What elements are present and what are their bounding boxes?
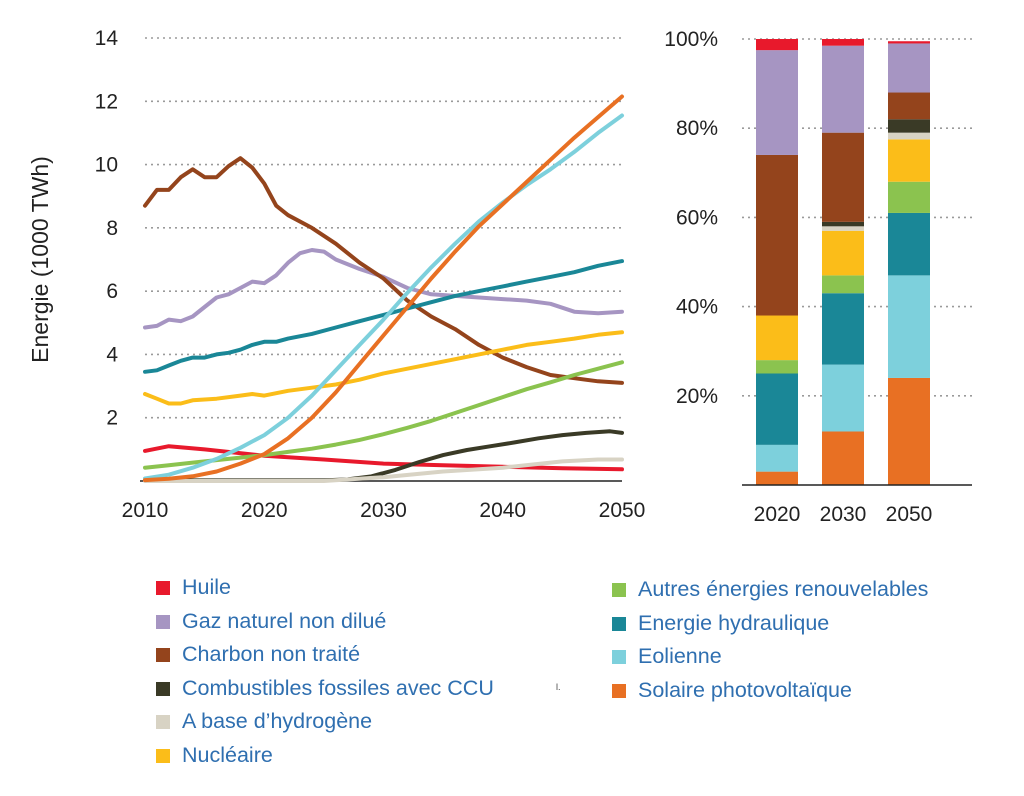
line-series-gaz-naturel-non-dilue xyxy=(143,248,624,330)
bar-segment-2050-charbon-non-traite xyxy=(888,92,930,120)
legend-item-charbon-non-traite: Charbon non traité xyxy=(156,639,360,669)
line-series-autres-energies-renouvelables xyxy=(143,360,624,470)
legend-label: Nucléaire xyxy=(182,742,273,767)
y-tick-label: 4 xyxy=(106,343,118,366)
bar-segment-2050-energie-hydraulique xyxy=(888,212,930,276)
legend-label: Solaire photovoltaïque xyxy=(638,677,852,702)
y-tick-label: 8 xyxy=(106,217,118,240)
legend-label: Charbon non traité xyxy=(182,642,361,666)
y-tick-label: 10 xyxy=(95,154,118,177)
y-tick-label: 60% xyxy=(676,206,718,229)
bar-segment-2020-nucleaire xyxy=(756,315,798,361)
bar-segment-2030-huile xyxy=(822,39,864,46)
x-tick-label: 2020 xyxy=(241,499,288,522)
legend-note: l. xyxy=(556,682,561,692)
legend-item-huile: Huile xyxy=(156,572,231,602)
legend-label: Energie hydraulique xyxy=(638,610,830,635)
bar-segment-2030-eolienne xyxy=(822,364,864,432)
x-tick-label: 2050 xyxy=(599,499,646,522)
bar-segment-2050-combustibles-fossiles-avec-ccu xyxy=(888,119,930,133)
x-tick-label: 2010 xyxy=(122,499,169,522)
legend-label: Huile xyxy=(182,575,231,599)
bar-segment-2050-eolienne xyxy=(888,275,930,378)
legend-swatch xyxy=(156,748,170,763)
line-series-huile xyxy=(143,444,624,472)
bar-segment-2030-solaire-photovoltaique xyxy=(822,431,864,485)
x-tick-label: 2050 xyxy=(886,503,933,526)
line-series-solaire-photovoltaique xyxy=(143,94,624,483)
y-tick-label: 2 xyxy=(106,407,118,430)
legend-swatch xyxy=(156,715,170,729)
legend-swatch xyxy=(612,683,626,698)
legend-item-a-base-d-hydrogene: A base d’hydrogène xyxy=(156,706,372,736)
x-tick-label: 2030 xyxy=(820,503,867,526)
y-tick-label: 14 xyxy=(95,27,119,50)
bar-segment-2030-autres-energies-renouvelables xyxy=(822,275,864,294)
legend-item-combustibles-fossiles-avec-ccu: Combustibles fossiles avec CCU xyxy=(156,673,494,703)
legend-swatch xyxy=(612,650,626,664)
y-tick-label: 20% xyxy=(676,385,718,408)
legend-item-gaz-naturel-non-dilue: Gaz naturel non dilué xyxy=(156,606,386,636)
bar-segment-2020-energie-hydraulique xyxy=(756,373,798,445)
line-series-eolienne xyxy=(143,113,624,481)
legend-item-autres-energies-renouvelables: Autres énergies renouvelables xyxy=(612,574,928,604)
line-series-nucleaire xyxy=(143,330,624,406)
legend-item-energie-hydraulique: Energie hydraulique xyxy=(612,608,829,638)
legend-swatch xyxy=(612,616,626,631)
legend-item-nucleaire: Nucléaire xyxy=(156,740,273,770)
bar-segment-2030-nucleaire xyxy=(822,230,864,276)
bar-segment-2050-gaz-naturel-non-dilue xyxy=(888,43,930,93)
y-tick-label: 40% xyxy=(676,296,718,319)
bar-segment-2030-combustibles-fossiles-avec-ccu xyxy=(822,221,864,227)
legend-swatch xyxy=(612,583,626,597)
bar-segment-2020-solaire-photovoltaique xyxy=(756,471,798,485)
line-chart: 2 4 6 8 10 12 14 2010 2020 2030 2040 2050 Energie (1… xyxy=(27,27,645,522)
x-tick-label: 2040 xyxy=(479,499,526,522)
legend-label: Combustibles fossiles avec CCU xyxy=(182,675,494,700)
legend-label: Gaz naturel non dilué xyxy=(182,608,387,633)
bar-segment-2030-energie-hydraulique xyxy=(822,293,864,365)
y-tick-label: 6 xyxy=(106,280,118,303)
legend-swatch xyxy=(156,614,170,629)
legend-label: Autres énergies renouvelables xyxy=(638,577,929,601)
legend-item-solaire-photovoltaique: Solaire photovoltaïque xyxy=(612,675,852,705)
bar-segment-2050-solaire-photovoltaique xyxy=(888,377,930,485)
y-tick-label: 80% xyxy=(676,117,718,140)
bar-segment-2020-huile xyxy=(756,39,798,51)
y-tick-label: 100% xyxy=(664,28,718,51)
legend-item-eolienne: Eolienne xyxy=(612,641,722,671)
line-series-a-base-d-hydrogene xyxy=(143,457,624,483)
x-tick-label: 2030 xyxy=(360,499,407,522)
legend-label: Eolienne xyxy=(638,644,722,668)
y-tick-label: 12 xyxy=(95,90,118,113)
x-tick-label: 2020 xyxy=(754,503,801,526)
bar-segment-2050-autres-energies-renouvelables xyxy=(888,181,930,213)
bar-segment-2030-charbon-non-traite xyxy=(822,132,864,222)
bar-segment-2050-nucleaire xyxy=(888,139,930,182)
legend-swatch xyxy=(156,648,170,662)
legend-swatch xyxy=(156,681,170,696)
bar-segment-2020-charbon-non-traite xyxy=(756,154,798,316)
line-series-energie-hydraulique xyxy=(143,259,624,374)
y-axis-label: Energie (1000 TWh) xyxy=(27,156,53,363)
bar-segment-2020-eolienne xyxy=(756,444,798,472)
legend-label: A base d’hydrogène xyxy=(182,709,373,733)
bar-segment-2030-gaz-naturel-non-dilue xyxy=(822,45,864,133)
line-series-charbon-non-traite xyxy=(143,156,624,385)
bar-segment-2030-a-base-d-hydrogene xyxy=(822,226,864,231)
stacked-bar-chart: 20% 40% 60% 80% 100% 2020 2030 2050 xyxy=(664,28,972,526)
bar-segment-2050-huile xyxy=(888,41,930,44)
bar-segment-2020-gaz-naturel-non-dilue xyxy=(756,50,798,155)
bar-segment-2050-a-base-d-hydrogene xyxy=(888,132,930,140)
legend-swatch xyxy=(156,581,170,595)
bar-segment-2020-autres-energies-renouvelables xyxy=(756,360,798,374)
